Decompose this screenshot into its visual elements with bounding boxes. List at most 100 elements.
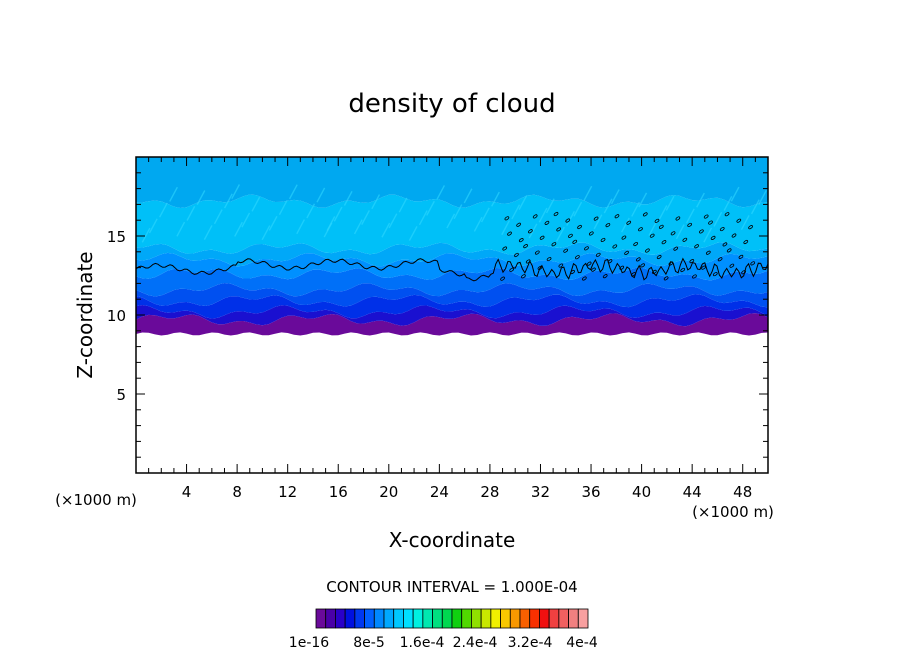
contour-blob: [640, 263, 645, 268]
field-layer: [136, 242, 768, 267]
colorbar-swatch: [490, 608, 501, 629]
contour-blob: [614, 214, 620, 219]
contour-blob: [692, 274, 697, 279]
cloud-streak: [436, 185, 446, 200]
contour-blob: [607, 259, 613, 264]
contour-blob: [553, 212, 559, 217]
field-layer: [136, 157, 768, 208]
y-tick-label: 5: [116, 386, 126, 404]
contour-blob: [633, 242, 638, 247]
cloud-streak: [713, 211, 723, 227]
colorbar-swatch: [471, 608, 482, 629]
y-tick-label: 10: [107, 307, 126, 325]
cloud-streak: [538, 207, 548, 223]
colorbar-label: 3.2e-4: [508, 635, 553, 651]
cloud-streak: [603, 198, 613, 214]
colorbar-label: 4e-4: [566, 635, 598, 651]
cloud-streak: [723, 196, 733, 211]
contour-blob: [591, 267, 596, 272]
cloud-streak: [740, 215, 750, 231]
x-tick-label: 44: [683, 483, 702, 501]
cloud-streak: [491, 191, 500, 207]
cloud-streak: [176, 221, 186, 237]
colorbar-swatch: [558, 608, 569, 629]
cloud-streak: [648, 220, 658, 236]
cloud-streak: [234, 221, 243, 237]
contour-blob: [710, 235, 716, 240]
field-layer: [136, 305, 768, 327]
cloud-streak: [658, 205, 668, 221]
contour-blob: [654, 218, 660, 223]
contour-blob: [534, 250, 540, 255]
contour-blob: [670, 231, 676, 236]
colorbar-swatch: [500, 608, 511, 629]
contour-blob: [717, 257, 723, 262]
y-axis: 5 10 15: [107, 172, 768, 458]
contour-blob: [658, 224, 664, 229]
cloud-streak: [556, 226, 565, 242]
cloud-streak: [583, 185, 593, 201]
x-tick-label: 24: [430, 483, 449, 501]
contour-blob: [565, 218, 571, 223]
colorbar-swatch: [383, 608, 395, 629]
colorbar-swatch: [509, 608, 521, 629]
contour-blob: [544, 220, 550, 225]
contour-blob: [722, 242, 728, 247]
colorbar-swatch: [373, 608, 385, 629]
contour-blob: [514, 252, 519, 257]
contour-blob: [504, 216, 510, 221]
contour-blob: [507, 231, 512, 236]
cloud-streak: [398, 197, 408, 213]
contour-blob: [699, 229, 704, 234]
contour-blob: [635, 257, 641, 262]
contour-blob: [521, 274, 526, 279]
contour-blob: [626, 220, 632, 225]
cloud-streak: [333, 206, 343, 222]
contour-blob: [619, 265, 625, 270]
cloud-streak: [148, 218, 158, 234]
contour-blob: [558, 263, 564, 268]
colorbar-swatch: [441, 608, 453, 629]
cloud-streak: [223, 193, 233, 209]
contour-blob: [712, 272, 718, 277]
contour-blob: [642, 212, 648, 217]
cloud-streak: [750, 199, 760, 215]
cloud-streak: [278, 200, 288, 215]
cloud-streak: [268, 215, 278, 231]
cloud-streak: [381, 222, 391, 238]
cloud-streak: [306, 203, 316, 219]
contour-blob: [731, 233, 737, 238]
cloud-streak: [685, 208, 695, 224]
contour-blob: [703, 214, 709, 219]
colorbar-swatch: [403, 608, 414, 629]
cloud-streak: [610, 189, 620, 205]
colorbar-swatch: [548, 608, 560, 629]
x-tick-label: 36: [581, 483, 600, 501]
colorbar-swatch: [461, 608, 472, 629]
x-tick-label: 16: [329, 483, 348, 501]
colorbar-swatch: [393, 608, 404, 629]
contour-blob: [743, 240, 749, 245]
contour-blob: [661, 240, 667, 245]
field-layer: [136, 267, 768, 297]
cloud-streak: [159, 202, 168, 218]
colorbar-swatch: [344, 608, 356, 629]
contour-blob: [539, 235, 545, 240]
cloud-streak: [511, 204, 521, 220]
x-tick-label: 8: [232, 483, 242, 501]
cloud-streak: [251, 196, 261, 212]
cloud-streak: [261, 225, 271, 241]
contour-blob: [575, 255, 580, 260]
contour-blob: [570, 270, 575, 275]
contour-blob: [502, 246, 508, 251]
cloud-streak: [463, 188, 473, 204]
contour-blob: [736, 218, 742, 223]
cloud-streak: [621, 217, 630, 233]
contour-blob: [600, 237, 606, 242]
contour-blob: [689, 259, 695, 264]
contour-blob: [701, 265, 706, 270]
y-axis-label: Z-coordinate: [73, 251, 97, 378]
contour-blob: [624, 250, 629, 255]
colorbar-label: 1.6e-4: [400, 635, 445, 651]
contour-blob: [621, 235, 627, 240]
